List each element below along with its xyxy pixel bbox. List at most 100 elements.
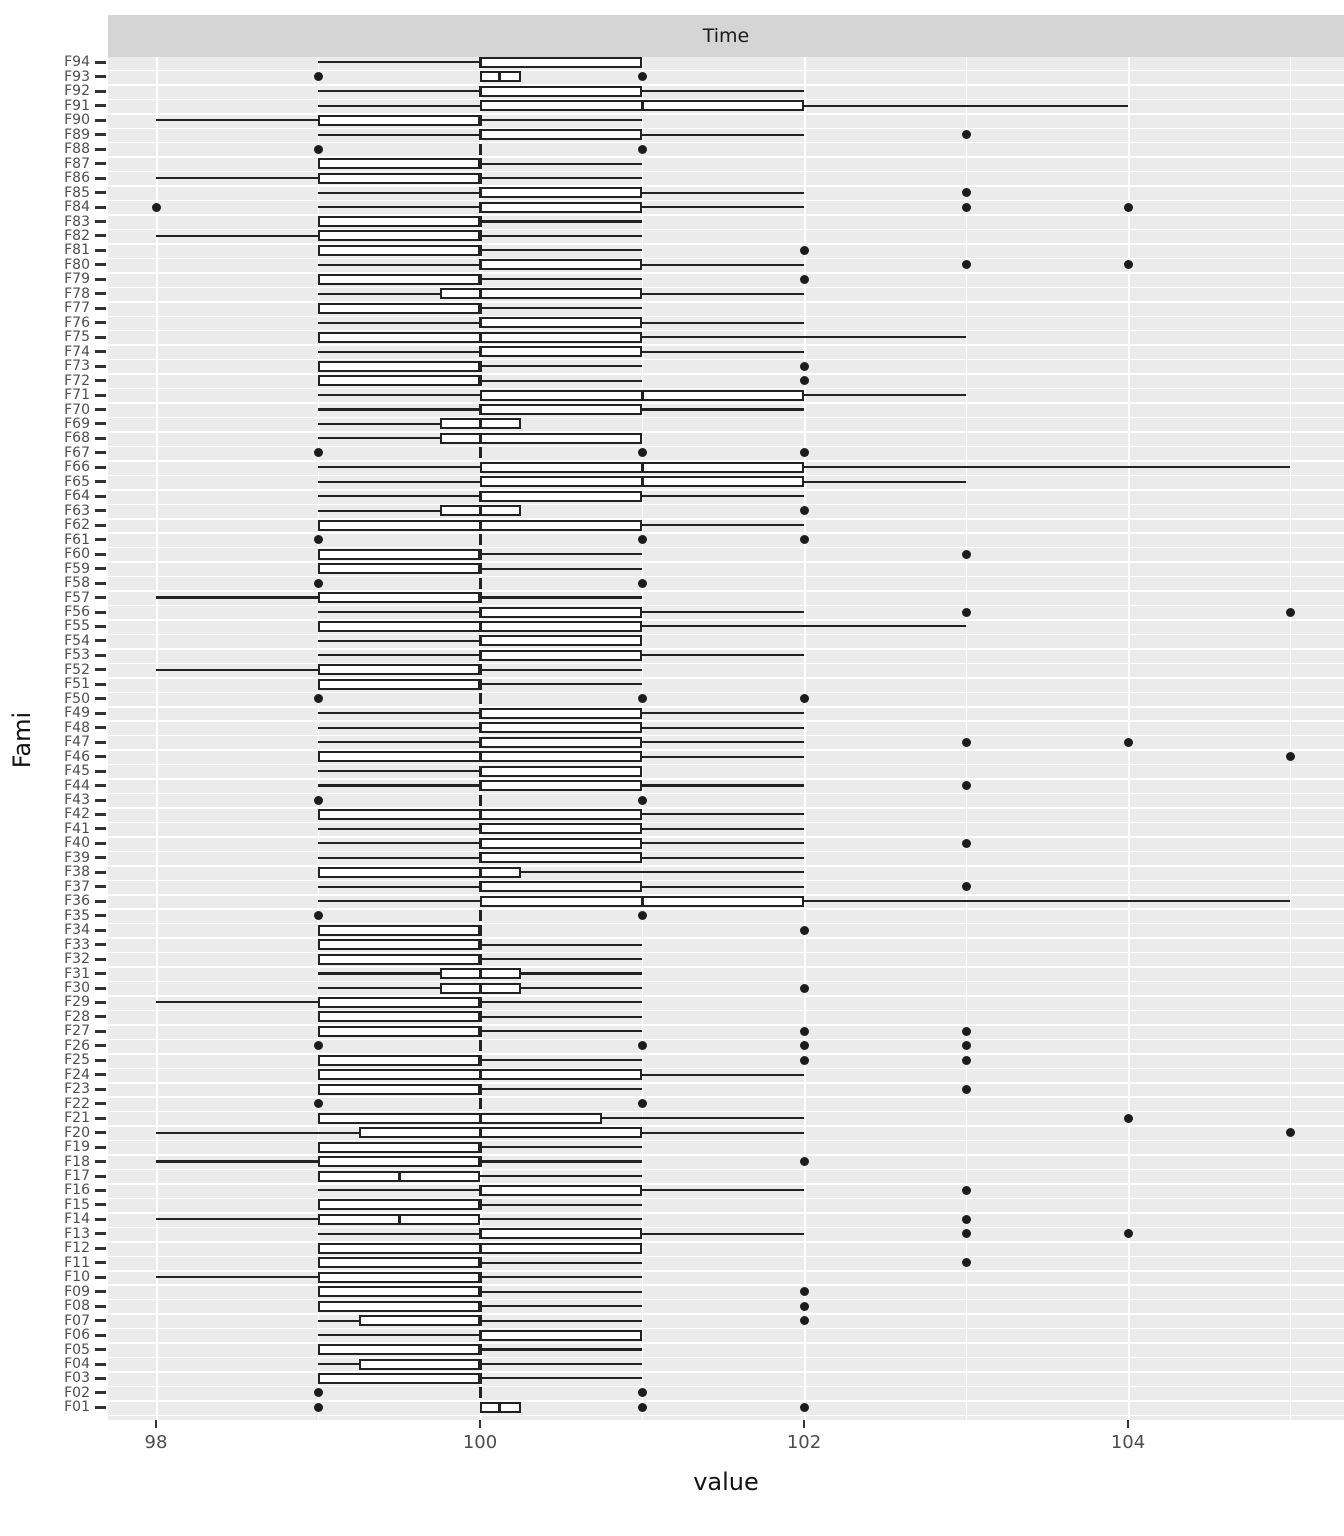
box [318,1257,480,1269]
whisker-low [318,292,440,295]
gridline-horizontal [108,922,1344,925]
median-line [478,244,482,256]
outlier-point [799,274,809,284]
gridline-horizontal [108,373,1344,375]
gridline-horizontal [108,836,1344,838]
outlier-point [961,1229,971,1239]
whisker-low [318,437,440,440]
outlier-point [313,1388,323,1398]
gridline-horizontal [108,286,1344,289]
gridline-minor [318,57,319,1420]
gridline-horizontal [108,156,1344,158]
y-axis-label: F30 [64,980,90,996]
median-line [397,1213,401,1225]
outlier-point [961,1258,971,1268]
outlier-point [1123,202,1133,212]
box [480,881,642,893]
whisker-high [480,943,642,946]
median-line [478,317,482,329]
y-axis-tick [95,769,106,773]
outlier-point [799,1402,809,1412]
y-axis-label: F75 [64,329,90,346]
median-line [478,187,482,199]
whisker-high [480,278,642,281]
box [318,273,480,285]
y-axis-tick [95,292,106,296]
whisker-high [480,220,642,223]
whisker-high [642,408,804,411]
median-line [478,1156,482,1167]
whisker-low [318,205,480,209]
whisker-high [520,986,642,990]
gridline-horizontal [108,503,1344,506]
y-axis-tick [95,827,106,831]
y-axis-label: F09 [64,1283,90,1300]
y-axis-tick [95,75,106,79]
median-line [478,1141,482,1153]
gridline-horizontal [108,1298,1344,1301]
box [439,288,642,300]
y-axis-tick [95,870,106,874]
box [480,722,642,734]
y-axis-label: F58 [64,575,90,591]
outlier-point [961,781,971,790]
gridline-horizontal [108,1038,1344,1041]
y-axis-tick [95,422,106,426]
y-axis-label: F43 [64,792,90,808]
y-axis-label: F80 [64,256,90,273]
y-axis-tick [95,1275,106,1279]
gridline-horizontal [108,648,1344,650]
y-axis-label: F72 [64,372,90,389]
y-axis-tick [95,899,106,903]
gridline-horizontal [108,850,1344,853]
outlier-point [637,1041,647,1051]
median-line [478,1199,482,1211]
outlier-point [313,1402,323,1412]
outlier-point [637,144,647,154]
outlier-point [799,245,809,255]
whisker-high [804,393,966,397]
median-line [478,881,482,893]
gridline-horizontal [108,633,1344,636]
y-axis-tick [95,1362,106,1366]
outlier-point [961,838,971,848]
whisker-low [318,610,480,614]
y-axis-label: F90 [64,112,90,129]
x-axis-tick-label: 104 [1110,1432,1146,1453]
gridline-horizontal [108,1096,1344,1098]
whisker-low [318,842,480,845]
y-axis-tick [95,1145,106,1149]
median-line [478,1271,482,1283]
outlier-point [799,925,809,935]
median-line [478,447,482,459]
whisker-high [642,726,804,729]
outlier-point [1123,737,1133,747]
box [358,1315,480,1327]
y-axis-tick [95,364,106,368]
box [318,216,480,227]
y-axis-tick [95,1348,106,1351]
y-axis-tick [95,668,106,672]
outlier-point [313,448,323,458]
outlier-point [313,911,323,921]
whisker-high [804,466,1290,469]
median-line [478,664,482,676]
whisker-high [642,1131,804,1134]
whisker-high [642,292,804,295]
y-axis-tick [95,220,106,223]
median-line [478,678,482,690]
whisker-low [318,61,480,64]
median-line [478,620,482,632]
box [480,129,642,141]
box [480,606,642,618]
median-line [640,895,644,907]
median-line [478,780,482,791]
y-axis-tick [95,1376,106,1380]
box [480,57,642,68]
median-line [478,418,482,430]
outlier-point [799,1301,809,1311]
whisker-high [480,1319,642,1322]
y-axis-label: F84 [64,199,90,215]
box [318,664,480,676]
